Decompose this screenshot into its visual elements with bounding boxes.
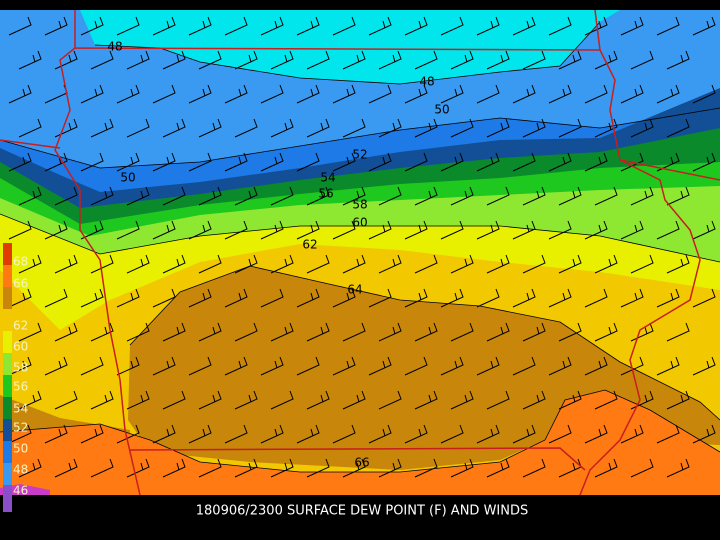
legend-swatch (3, 397, 12, 419)
state-border (54, 10, 601, 496)
legend-swatch (3, 309, 12, 331)
legend-label: 48 (13, 463, 28, 477)
wind-barbs (8, 16, 716, 478)
contour (0, 213, 720, 263)
contour-labels: 48 48 50 50 52 54 56 58 60 62 64 66 (107, 40, 449, 470)
band-66 (128, 266, 720, 470)
legend-label: 58 (13, 361, 28, 375)
contour-label: 48 (107, 40, 122, 54)
state-border (579, 9, 701, 496)
state-border (0, 139, 720, 471)
legend-label: 66 (13, 277, 28, 291)
contour-label: 48 (419, 75, 434, 89)
legend-label: 62 (13, 319, 28, 333)
state-borders (0, 9, 720, 496)
caption: 180906/2300 SURFACE DEW POINT (F) AND WI… (196, 504, 529, 519)
contour (0, 107, 720, 169)
wind-barb (8, 16, 716, 478)
legend-swatch (3, 287, 12, 309)
band-70 (0, 484, 50, 495)
contour-label: 50 (434, 103, 449, 117)
legend-label: 60 (13, 340, 28, 354)
legend-swatch (3, 441, 12, 463)
contours (0, 21, 720, 473)
contour (129, 265, 720, 421)
legend-label: 52 (13, 421, 28, 435)
legend-swatch (3, 463, 12, 485)
legend-label: 54 (13, 402, 28, 416)
legend-label: 50 (13, 442, 28, 456)
contour-label: 62 (302, 238, 317, 252)
legend-swatch (3, 243, 12, 265)
legend-label: 46 (13, 484, 28, 498)
legend-swatch (3, 353, 12, 375)
contour-label: 60 (352, 216, 367, 230)
contour-label: 66 (354, 456, 369, 470)
contour-label: 56 (318, 187, 333, 201)
legend-swatch (3, 375, 12, 397)
contour-label: 58 (352, 198, 367, 212)
legend-swatch (3, 265, 12, 287)
color-legend: 68 66 62 60 58 56 54 52 50 48 46 (3, 243, 28, 512)
legend-swatch (3, 419, 12, 441)
contour-label: 52 (352, 148, 367, 162)
legend-swatch (3, 485, 12, 512)
legend-swatch (3, 331, 12, 353)
dew-point-bands (0, 10, 720, 495)
legend-label: 56 (13, 380, 28, 394)
legend-label: 68 (13, 255, 28, 269)
contour-label: 50 (120, 171, 135, 185)
contour-label: 64 (347, 283, 362, 297)
contour (94, 21, 601, 85)
contour (0, 389, 720, 473)
contour-label: 54 (320, 171, 335, 185)
